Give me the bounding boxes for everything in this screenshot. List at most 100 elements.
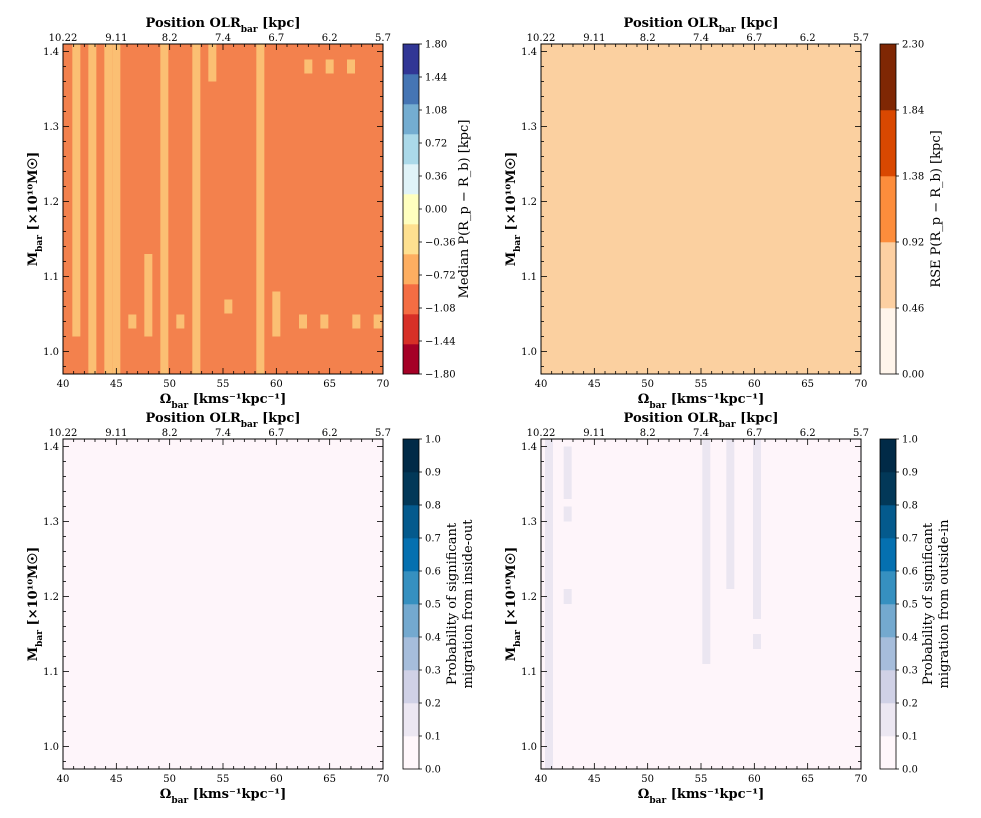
heatmap-base-cells: [541, 439, 861, 769]
x-tick-label: 40: [535, 379, 548, 390]
y-tick-label: 1.4: [43, 47, 59, 58]
colorbar-label: Median P(R_p − R_b) [kpc]: [457, 120, 472, 299]
top-tick-label: 6.2: [322, 428, 338, 439]
colorbar-segment: [403, 670, 419, 704]
colorbar-tick-label: 1.0: [902, 435, 918, 446]
colorbar-segment: [880, 637, 896, 671]
colorbar-label: Probability of significant: [445, 522, 460, 685]
top-axis-label: Position OLRbar [kpc]: [624, 16, 779, 35]
colorbar-tick-label: 0.2: [902, 699, 918, 710]
top-tick-label: 8.2: [640, 428, 656, 439]
x-tick-label: 45: [588, 774, 601, 785]
colorbar-tick-label: 0.46: [902, 304, 924, 315]
colorbar-tick-label: 0.1: [425, 732, 441, 743]
y-tick-label: 1.2: [43, 592, 59, 603]
x-tick-label: 70: [377, 379, 390, 390]
x-axis-label: Ωbar [kms⁻¹kpc⁻¹]: [160, 392, 287, 411]
colorbar-label: Probability of significant: [921, 522, 936, 685]
top-axis-label: Position OLRbar [kpc]: [624, 411, 779, 430]
colorbar-segment: [880, 703, 896, 737]
x-tick-label: 55: [695, 379, 708, 390]
colorbar-label: migration from outside-in: [937, 519, 952, 689]
colorbar-segment: [403, 44, 419, 75]
top-tick-label: 9.11: [583, 428, 605, 439]
y-tick-label: 1.2: [521, 592, 537, 603]
x-tick-label: 60: [270, 379, 283, 390]
colorbar-tick-label: 0.8: [425, 501, 441, 512]
top-axis-label: Position OLRbar [kpc]: [146, 16, 301, 35]
x-tick-label: 70: [377, 774, 390, 785]
colorbar-tick-label: 0.4: [425, 633, 441, 644]
y-tick-label: 1.1: [43, 272, 59, 283]
top-tick-label: 10.22: [527, 428, 556, 439]
colorbar-tick-label: 0.7: [425, 534, 441, 545]
top-tick-label: 9.11: [105, 33, 127, 44]
colorbar-segment: [403, 164, 419, 195]
colorbar-segment: [880, 44, 896, 111]
top-tick-label: 5.7: [853, 428, 869, 439]
colorbar-tick-label: 1.38: [902, 172, 924, 183]
colorbar-tick-label: 1.80: [425, 40, 447, 51]
top-tick-label: 8.2: [162, 428, 178, 439]
top-tick-label: 6.7: [746, 428, 762, 439]
colorbar-segment: [403, 472, 419, 506]
y-axis-label: Mbar [×10¹⁰M☉]: [26, 152, 45, 267]
heatmap-cell: [726, 439, 735, 589]
colorbar-segment: [880, 505, 896, 539]
y-tick-label: 1.3: [43, 122, 59, 133]
colorbar-segment: [403, 604, 419, 638]
top-tick-label: 9.11: [583, 33, 605, 44]
chart-panel-top-right: 40 45 50 55 60 65 70 1.0 1.1 1.2 1.3 1.4 10.22 9.11 8.…: [504, 16, 944, 411]
colorbar-segment: [403, 505, 419, 539]
colorbar-segment: [403, 344, 419, 375]
colorbar-tick-label: 0.8: [902, 501, 918, 512]
heatmap-base-cells: [63, 439, 383, 769]
colorbar-segment: [403, 224, 419, 255]
y-axis-label: Mbar [×10¹⁰M☉]: [504, 547, 523, 662]
colorbar-label: RSE P(R_p − R_b) [kpc]: [929, 130, 944, 287]
colorbar-tick-label: 2.30: [902, 40, 924, 51]
y-tick-label: 1.0: [43, 742, 59, 753]
y-tick-label: 1.2: [43, 197, 59, 208]
colorbar-segment: [403, 439, 419, 473]
colorbar-segment: [403, 104, 419, 135]
colorbar-segment: [403, 284, 419, 315]
colorbar-tick-label: 1.08: [425, 106, 447, 117]
colorbar-segment: [403, 571, 419, 605]
y-tick-label: 1.1: [521, 667, 537, 678]
top-tick-label: 8.2: [640, 33, 656, 44]
colorbar-tick-label: 0.9: [902, 468, 918, 479]
x-tick-label: 70: [855, 379, 868, 390]
colorbar-tick-label: −1.44: [425, 337, 456, 348]
colorbar-segment: [880, 670, 896, 704]
colorbar-tick-label: 0.00: [902, 370, 924, 381]
colorbar-tick-label: 0.7: [902, 534, 918, 545]
colorbar-tick-label: 0.36: [425, 172, 447, 183]
heatmap-cell: [545, 439, 553, 769]
colorbar-label: migration from inside-out: [461, 519, 476, 689]
colorbar-segment: [403, 736, 419, 770]
heatmap-cell: [256, 44, 265, 374]
top-tick-label: 7.4: [693, 33, 709, 44]
chart-panel-bottom-left: 40 45 50 55 60 65 70 1.0 1.1 1.2 1.3 1.4 10.22 9.11 8.…: [26, 411, 476, 806]
y-tick-label: 1.4: [43, 442, 59, 453]
chart-panel-bottom-right: 40 45 50 55 60 65 70 1.0 1.1 1.2 1.3 1.4 10.22 9.11 8.…: [504, 411, 952, 806]
colorbar-frame: [879, 43, 897, 375]
colorbar-segment: [403, 74, 419, 105]
colorbar-tick-label: 0.0: [425, 765, 441, 776]
x-tick-label: 50: [163, 774, 176, 785]
colorbar-tick-label: 0.00: [425, 205, 447, 216]
heatmap-cell: [72, 44, 81, 337]
colorbar-tick-label: 0.5: [425, 600, 441, 611]
colorbar-segment: [403, 134, 419, 165]
colorbar-tick-label: 0.6: [425, 567, 441, 578]
heatmap-cell: [112, 44, 121, 374]
x-axis-label: Ωbar [kms⁻¹kpc⁻¹]: [638, 392, 765, 411]
x-tick-label: 55: [217, 774, 230, 785]
colorbar-segment: [403, 703, 419, 737]
colorbar-segment: [880, 176, 896, 243]
colorbar-tick-label: −0.36: [425, 238, 456, 249]
y-axis-label: Mbar [×10¹⁰M☉]: [26, 547, 45, 662]
heatmap-cell: [192, 44, 201, 374]
